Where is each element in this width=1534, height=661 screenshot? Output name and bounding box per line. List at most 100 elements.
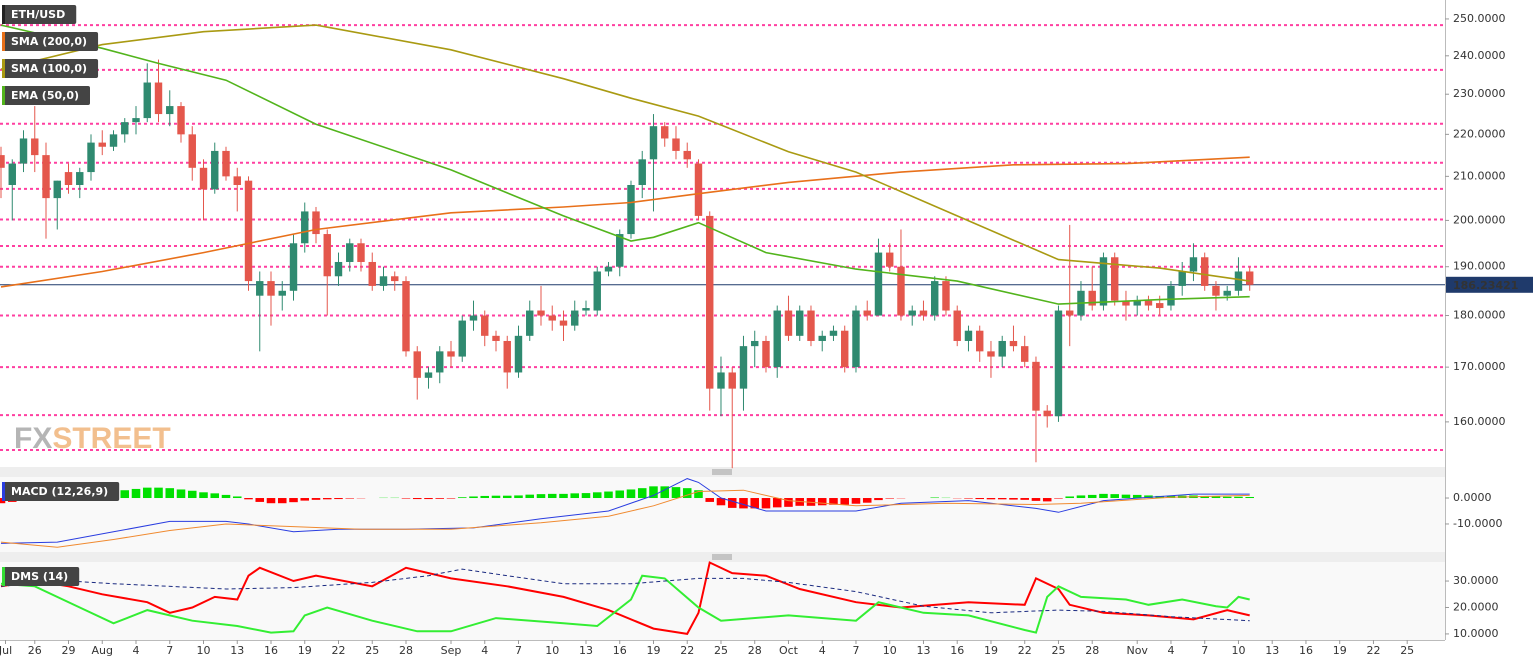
candle-body xyxy=(897,266,905,316)
candle-body xyxy=(312,211,320,235)
y-tick-label: 10.0000 xyxy=(1453,627,1499,640)
y-tick-label: 160.0000 xyxy=(1453,415,1506,428)
x-tick-label: 10 xyxy=(883,644,897,657)
candle-body xyxy=(278,290,286,296)
x-tick-label: 22 xyxy=(1366,644,1380,657)
histogram-bar xyxy=(649,486,658,499)
y-tick-label: 230.0000 xyxy=(1453,87,1506,100)
histogram-bar xyxy=(604,491,613,499)
candle-body xyxy=(413,351,421,378)
candle-body xyxy=(616,234,624,267)
candle-body xyxy=(649,126,658,160)
x-tick-label: Jul xyxy=(0,644,12,657)
legend-box xyxy=(2,5,77,24)
histogram-bar xyxy=(862,498,872,503)
histogram-bar xyxy=(997,498,1007,500)
x-tick-label: 22 xyxy=(331,644,345,657)
candle-body xyxy=(1032,361,1040,411)
y-tick-label: 0.0000 xyxy=(1453,491,1492,504)
candle-body xyxy=(874,252,883,316)
legend-item: MACD (12,26,9) xyxy=(2,482,120,501)
candle-body xyxy=(1066,310,1074,316)
candle-body xyxy=(1234,271,1243,291)
histogram-bar xyxy=(502,495,512,499)
x-tick-label: 10 xyxy=(197,644,211,657)
histogram-bar xyxy=(547,493,557,499)
x-tick-label: 13 xyxy=(230,644,244,657)
watermark-part: STREET xyxy=(52,422,170,455)
indicator-line xyxy=(0,156,1250,288)
indicator-line xyxy=(0,24,1250,282)
y-tick-label: 240.0000 xyxy=(1453,49,1506,62)
histogram-bar xyxy=(874,498,883,501)
legend-swatch xyxy=(2,86,5,105)
legend-label: DMS (14) xyxy=(11,570,68,583)
histogram-bar xyxy=(705,498,715,502)
candle-body xyxy=(1088,290,1096,306)
candle-body xyxy=(1043,410,1051,417)
histogram-bar xyxy=(975,498,984,500)
histogram-bar xyxy=(165,488,175,499)
histogram-bar xyxy=(1200,495,1209,499)
x-tick-label: 28 xyxy=(1085,644,1099,657)
candle-body xyxy=(987,351,995,357)
candle-body xyxy=(548,315,556,321)
candle-body xyxy=(481,315,489,336)
x-tick-label: 29 xyxy=(62,644,76,657)
histogram-bar xyxy=(480,495,490,499)
histogram-bar xyxy=(142,487,152,499)
candle-body xyxy=(931,281,939,316)
histogram-bar xyxy=(682,488,692,499)
candle-body xyxy=(717,372,725,389)
candle-body xyxy=(391,276,399,282)
candle-body xyxy=(773,310,781,368)
legend-item: SMA (100,0) xyxy=(2,59,99,78)
candle-body xyxy=(706,215,714,389)
histogram-bar xyxy=(660,486,670,499)
x-tick-label: 19 xyxy=(646,644,660,657)
histogram-bar xyxy=(300,498,310,501)
candle-body xyxy=(672,138,680,151)
candle-body xyxy=(593,271,601,311)
candle-body xyxy=(436,351,444,373)
x-tick-label: 7 xyxy=(166,644,173,657)
y-tick-label: 220.0000 xyxy=(1453,127,1506,140)
candle-body xyxy=(919,310,928,316)
last-price-box xyxy=(1446,276,1533,293)
legend-label: SMA (100,0) xyxy=(11,62,87,75)
indicator-line xyxy=(0,568,1250,622)
candle-body xyxy=(402,281,410,352)
candle-body xyxy=(132,118,140,123)
histogram-bar xyxy=(345,498,355,499)
histogram-bar xyxy=(750,498,760,509)
histogram-bar xyxy=(266,498,276,504)
candle-body xyxy=(964,330,973,341)
x-tick-label: 4 xyxy=(819,644,826,657)
histogram-bar xyxy=(930,497,939,499)
y-tick-label: 250.0000 xyxy=(1453,12,1506,25)
y-tick-label: 30.0000 xyxy=(1453,574,1499,587)
x-tick-label: 13 xyxy=(579,644,593,657)
x-tick-label: 13 xyxy=(1265,644,1279,657)
histogram-bar xyxy=(1020,498,1029,500)
histogram-bar xyxy=(1211,496,1221,499)
x-tick-label: 16 xyxy=(264,644,278,657)
candle-body xyxy=(166,106,174,115)
histogram-bar xyxy=(491,495,501,499)
x-tick-label: 13 xyxy=(916,644,930,657)
histogram-bar xyxy=(1087,494,1097,499)
histogram-bar xyxy=(1054,498,1063,499)
histogram-bar xyxy=(829,498,838,505)
candle-body xyxy=(109,134,118,147)
candle-body xyxy=(301,211,309,244)
histogram-bar xyxy=(784,498,793,507)
histogram-bar xyxy=(176,489,186,499)
candle-body xyxy=(661,126,669,139)
candle-body xyxy=(503,340,511,373)
candle-body xyxy=(559,320,568,326)
x-tick-label: 19 xyxy=(298,644,312,657)
histogram-bar xyxy=(570,493,580,499)
candle-body xyxy=(762,340,770,368)
y-tick-label: 180.0000 xyxy=(1453,309,1506,322)
histogram-bar xyxy=(615,490,625,499)
